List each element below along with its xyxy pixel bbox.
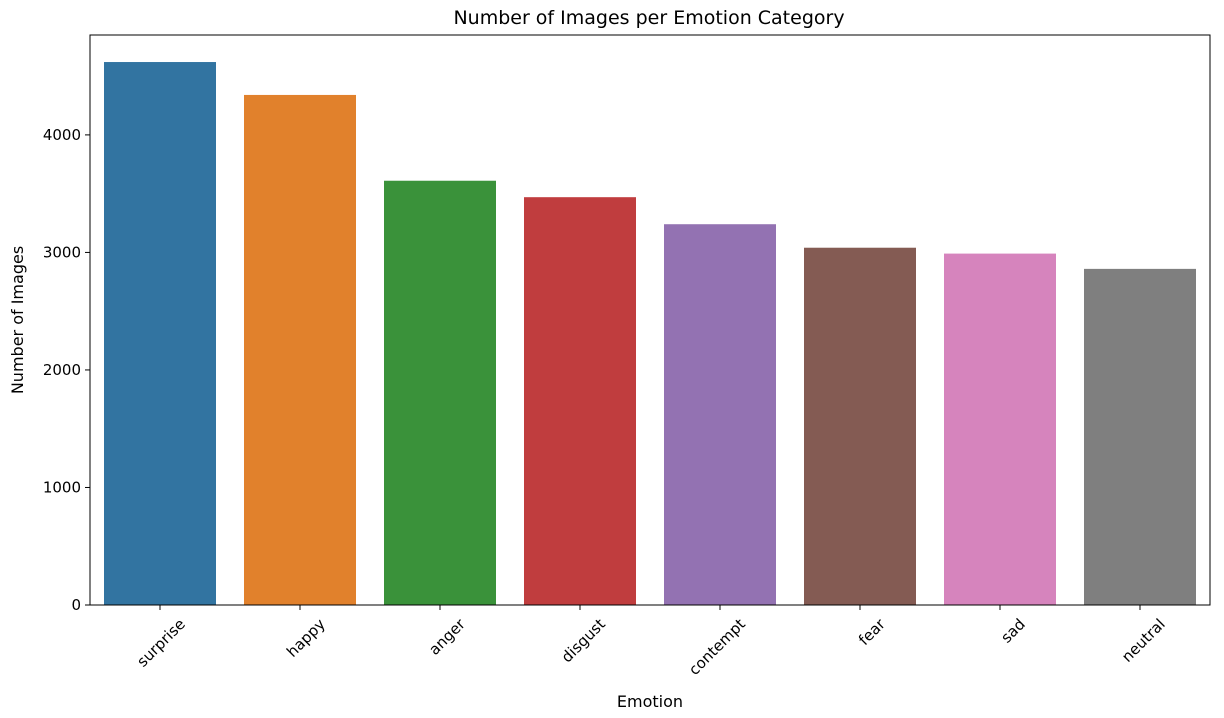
x-axis-label: Emotion xyxy=(617,692,683,711)
x-tick-label-sad: sad xyxy=(997,615,1028,646)
chart-title: Number of Images per Emotion Category xyxy=(453,7,844,29)
bar-anger xyxy=(384,180,496,605)
y-axis-ticks: 0 1000 2000 3000 4000 xyxy=(43,126,90,614)
x-tick-label-happy: happy xyxy=(283,615,329,661)
bar-surprise xyxy=(104,62,216,605)
bars-group xyxy=(104,62,1196,606)
x-tick-label-contempt: contempt xyxy=(685,615,749,679)
x-tick-label-surprise: surprise xyxy=(133,615,188,670)
x-tick-label-anger: anger xyxy=(425,615,469,659)
bar-fear xyxy=(804,247,916,605)
bar-neutral xyxy=(1084,268,1196,605)
y-tick-label: 4000 xyxy=(43,126,81,144)
bar-sad xyxy=(944,253,1056,605)
y-tick-label: 3000 xyxy=(43,243,81,261)
plot-frame xyxy=(89,34,1211,606)
x-axis-ticks: surprise happy anger disgust contempt fear sad… xyxy=(133,605,1169,679)
x-tick-label-neutral: neutral xyxy=(1118,615,1169,666)
bar-contempt xyxy=(664,224,776,605)
y-tick-label: 0 xyxy=(71,596,81,614)
bar-disgust xyxy=(524,197,636,606)
x-tick-label-disgust: disgust xyxy=(558,615,609,666)
y-tick-label: 1000 xyxy=(43,478,81,496)
y-axis-label: Number of Images xyxy=(8,246,27,394)
x-tick-label-fear: fear xyxy=(855,615,889,649)
y-tick-label: 2000 xyxy=(43,361,81,379)
bar-happy xyxy=(244,94,356,605)
